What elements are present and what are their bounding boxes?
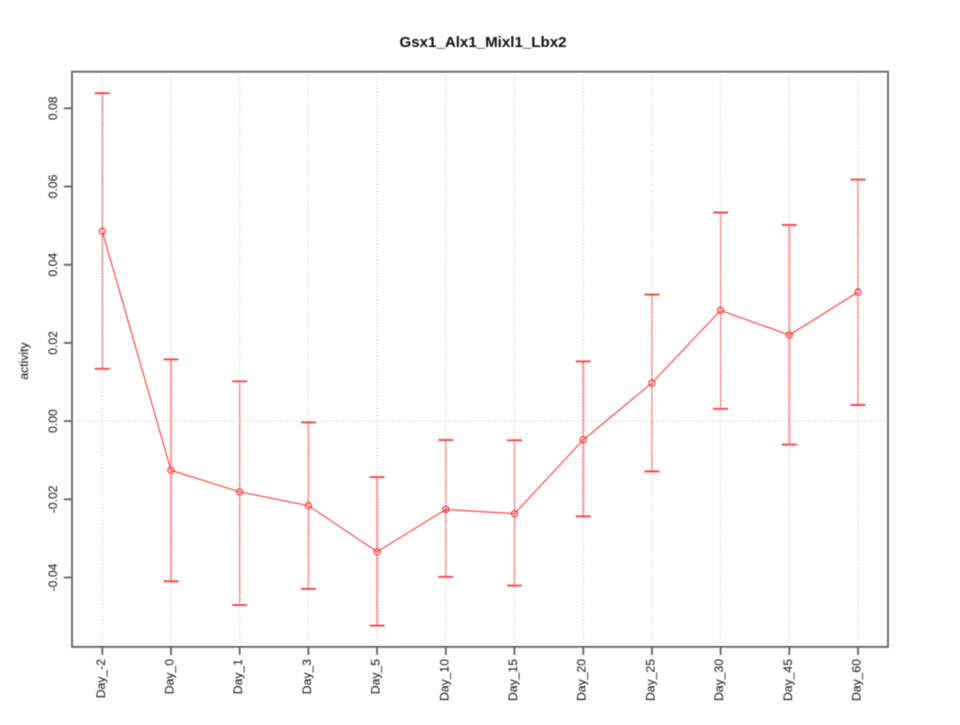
svg-text:Gsx1_Alx1_Mixl1_Lbx2: Gsx1_Alx1_Mixl1_Lbx2: [400, 34, 567, 51]
svg-text:Day_10: Day_10: [437, 659, 451, 701]
svg-text:0.02: 0.02: [46, 331, 60, 355]
svg-text:Day_45: Day_45: [781, 659, 795, 701]
svg-text:Day_3: Day_3: [300, 659, 314, 694]
svg-text:0.08: 0.08: [46, 96, 60, 120]
svg-text:Day_-2: Day_-2: [94, 659, 108, 699]
svg-text:Day_15: Day_15: [506, 659, 520, 701]
svg-text:0.00: 0.00: [46, 409, 60, 433]
svg-text:0.04: 0.04: [46, 253, 60, 277]
svg-text:Day_60: Day_60: [850, 659, 864, 701]
svg-text:Day_30: Day_30: [712, 659, 726, 701]
svg-text:0.06: 0.06: [46, 174, 60, 198]
svg-text:-0.04: -0.04: [46, 563, 60, 591]
svg-text:Day_25: Day_25: [643, 659, 657, 701]
svg-text:Day_1: Day_1: [231, 659, 245, 694]
svg-text:Day_20: Day_20: [575, 659, 589, 701]
svg-text:Day_0: Day_0: [163, 659, 177, 694]
svg-text:-0.02: -0.02: [46, 485, 60, 513]
svg-text:Day_5: Day_5: [369, 659, 383, 694]
svg-text:activity: activity: [17, 341, 31, 379]
